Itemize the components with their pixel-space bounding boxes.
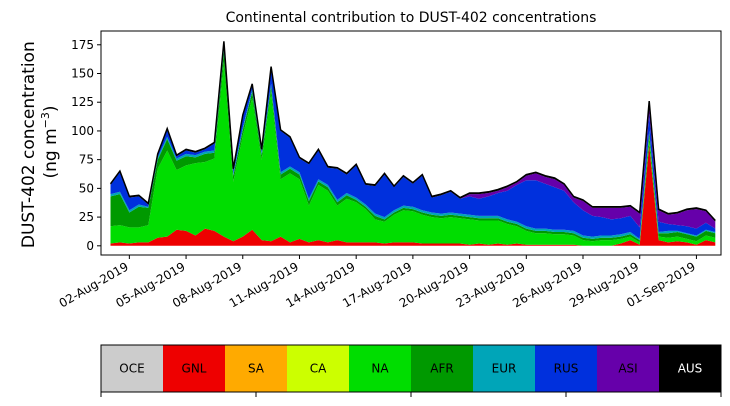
legend-swatch-ca <box>287 345 349 392</box>
area-rus <box>110 42 716 239</box>
legend-swatch-na <box>349 345 411 392</box>
legend-swatch-rus <box>535 345 597 392</box>
y-tick-label: 125 <box>71 95 94 109</box>
y-axis-label: DUST-402 concentration (ng m−3) <box>19 36 61 248</box>
legend-colorbar: OCE GNL SA CA NA AFR EUR RUS ASI AUS <box>100 344 722 397</box>
chart-title: Continental contribution to DUST-402 con… <box>226 10 597 26</box>
plot-frame <box>100 30 722 256</box>
area-gnl <box>110 144 716 246</box>
legend-swatch-eur <box>473 345 535 392</box>
legend-label-eur: EUR <box>492 362 517 376</box>
legend-label-aus: AUS <box>678 362 703 376</box>
y-tick-label: 50 <box>79 181 94 195</box>
y-tick-label: 0 <box>86 239 94 253</box>
y-axis-label-line2: (ng m−3) <box>39 105 61 178</box>
legend-label-gnl: GNL <box>182 362 207 376</box>
y-tick-label: 150 <box>71 67 94 81</box>
legend-label-sa: SA <box>248 362 265 376</box>
legend-label-asi: ASI <box>618 362 637 376</box>
legend-swatch-aus <box>659 345 721 392</box>
y-tick-label: 175 <box>71 38 94 52</box>
y-tick-label: 100 <box>71 124 94 138</box>
legend-swatch-oce <box>101 345 163 392</box>
legend-swatch-asi <box>597 345 659 392</box>
y-axis-label-line1: DUST-402 concentration <box>19 41 39 248</box>
total-outline <box>109 41 716 222</box>
legend-label-afr: AFR <box>430 362 453 376</box>
y-tick-label: 75 <box>79 153 94 167</box>
legend-label-na: NA <box>371 362 389 376</box>
area-na <box>110 62 716 246</box>
legend-label-ca: CA <box>310 362 327 376</box>
legend-swatch-sa <box>225 345 287 392</box>
legend-label-rus: RUS <box>554 362 579 376</box>
legend-swatch-afr <box>411 345 473 392</box>
stacked-areas <box>109 41 716 246</box>
y-tick-label: 25 <box>79 210 94 224</box>
legend-swatch-gnl <box>163 345 225 392</box>
legend-label-oce: OCE <box>119 362 144 376</box>
